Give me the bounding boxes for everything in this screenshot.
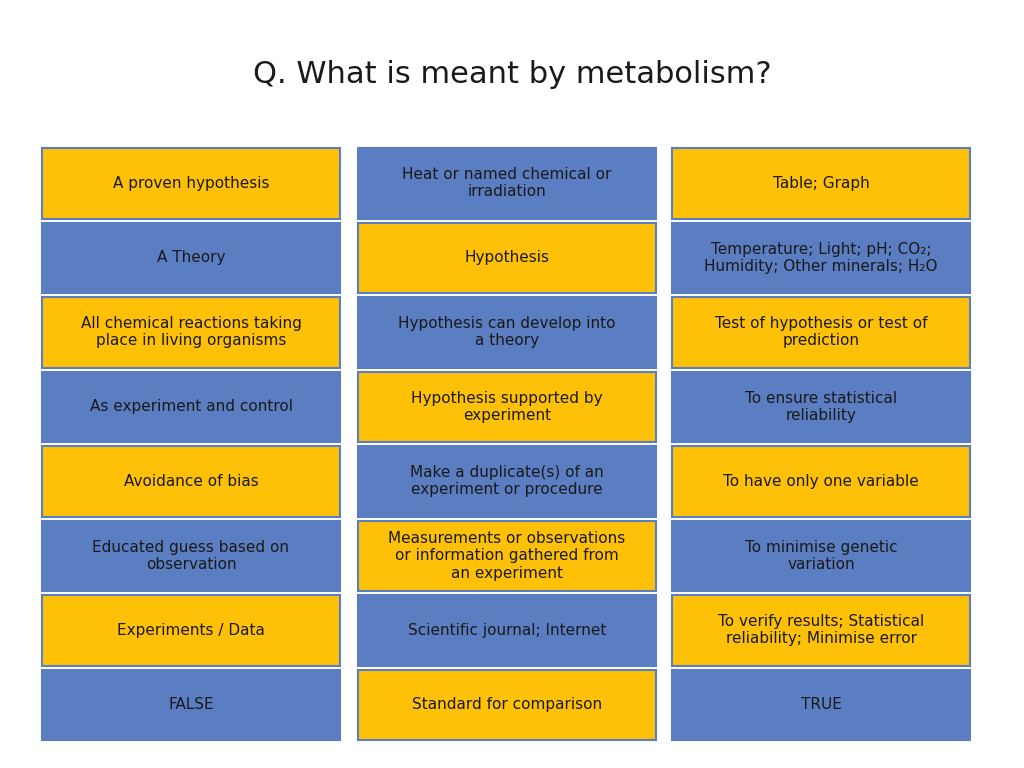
FancyBboxPatch shape	[358, 446, 656, 517]
FancyBboxPatch shape	[672, 446, 970, 517]
Text: Standard for comparison: Standard for comparison	[412, 697, 602, 712]
FancyBboxPatch shape	[672, 595, 970, 666]
FancyBboxPatch shape	[42, 148, 340, 219]
Text: FALSE: FALSE	[168, 697, 214, 712]
Text: All chemical reactions taking
place in living organisms: All chemical reactions taking place in l…	[81, 316, 301, 349]
Text: To ensure statistical
reliability: To ensure statistical reliability	[744, 391, 897, 423]
Text: As experiment and control: As experiment and control	[89, 399, 293, 414]
FancyBboxPatch shape	[672, 297, 970, 368]
FancyBboxPatch shape	[358, 223, 656, 293]
FancyBboxPatch shape	[358, 372, 656, 442]
Text: To have only one variable: To have only one variable	[723, 474, 919, 488]
FancyBboxPatch shape	[672, 223, 970, 293]
Text: A Theory: A Theory	[157, 250, 225, 265]
FancyBboxPatch shape	[358, 595, 656, 666]
FancyBboxPatch shape	[42, 372, 340, 442]
Text: Hypothesis: Hypothesis	[465, 250, 550, 265]
Text: Hypothesis can develop into
a theory: Hypothesis can develop into a theory	[398, 316, 615, 349]
FancyBboxPatch shape	[42, 595, 340, 666]
Text: Experiments / Data: Experiments / Data	[117, 623, 265, 637]
Text: Avoidance of bias: Avoidance of bias	[124, 474, 258, 488]
FancyBboxPatch shape	[672, 521, 970, 591]
Text: To verify results; Statistical
reliability; Minimise error: To verify results; Statistical reliabili…	[718, 614, 924, 647]
FancyBboxPatch shape	[42, 446, 340, 517]
FancyBboxPatch shape	[42, 297, 340, 368]
FancyBboxPatch shape	[358, 670, 656, 740]
Text: Q. What is meant by metabolism?: Q. What is meant by metabolism?	[253, 60, 771, 89]
Text: Make a duplicate(s) of an
experiment or procedure: Make a duplicate(s) of an experiment or …	[411, 465, 604, 498]
Text: Table; Graph: Table; Graph	[773, 176, 869, 190]
FancyBboxPatch shape	[358, 148, 656, 219]
Text: Hypothesis supported by
experiment: Hypothesis supported by experiment	[412, 391, 603, 423]
FancyBboxPatch shape	[672, 148, 970, 219]
Text: Test of hypothesis or test of
prediction: Test of hypothesis or test of prediction	[715, 316, 928, 349]
Text: A proven hypothesis: A proven hypothesis	[113, 176, 269, 190]
Text: Temperature; Light; pH; CO₂;
Humidity; Other minerals; H₂O: Temperature; Light; pH; CO₂; Humidity; O…	[705, 242, 938, 274]
Text: Educated guess based on
observation: Educated guess based on observation	[92, 540, 290, 572]
FancyBboxPatch shape	[42, 223, 340, 293]
FancyBboxPatch shape	[42, 521, 340, 591]
Text: TRUE: TRUE	[801, 697, 842, 712]
Text: Scientific journal; Internet: Scientific journal; Internet	[408, 623, 606, 637]
Text: To minimise genetic
variation: To minimise genetic variation	[744, 540, 897, 572]
FancyBboxPatch shape	[358, 521, 656, 591]
Text: Heat or named chemical or
irradiation: Heat or named chemical or irradiation	[402, 167, 611, 200]
FancyBboxPatch shape	[672, 372, 970, 442]
FancyBboxPatch shape	[672, 670, 970, 740]
Text: Measurements or observations
or information gathered from
an experiment: Measurements or observations or informat…	[388, 531, 626, 581]
FancyBboxPatch shape	[42, 670, 340, 740]
FancyBboxPatch shape	[358, 297, 656, 368]
